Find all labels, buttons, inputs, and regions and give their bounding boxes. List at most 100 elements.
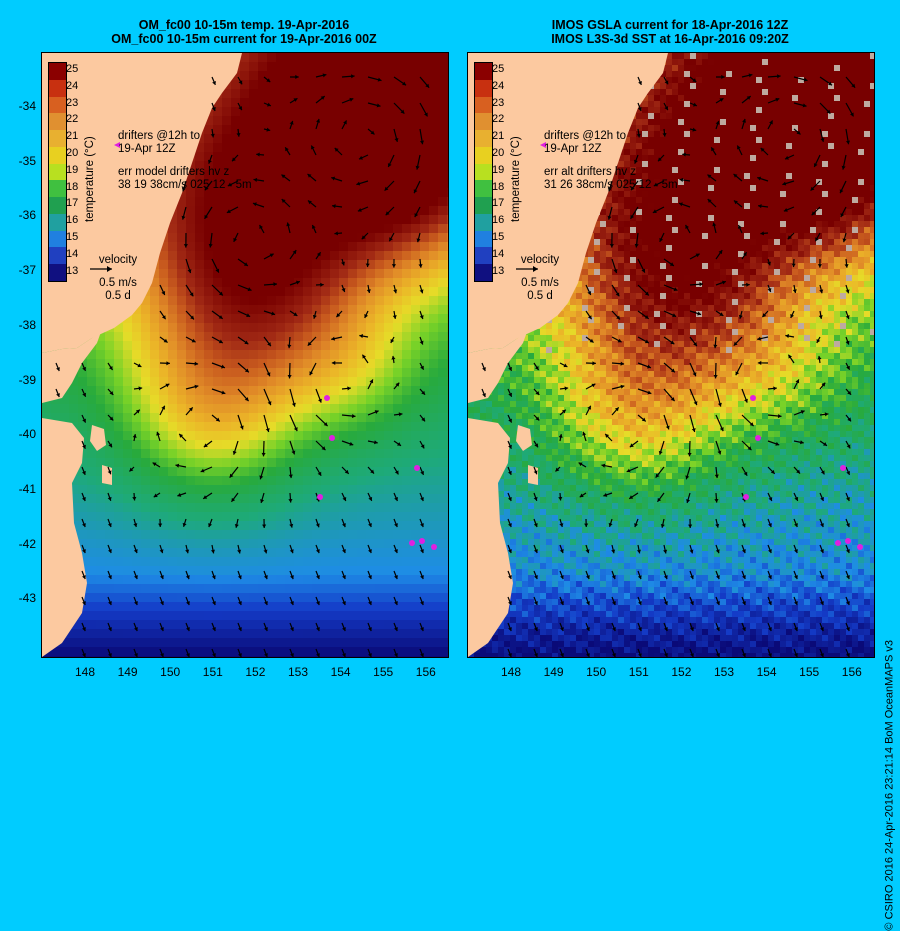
right-longitude-label: 151 (624, 665, 654, 679)
colorbar-tick-label: 25 (66, 63, 78, 75)
left-title: OM_fc00 10-15m temp. 19-Apr-2016 OM_fc00… (40, 18, 448, 46)
latitude-label: -39 (2, 373, 36, 387)
colorbar-swatch (49, 164, 66, 181)
colorbar-tick-label: 17 (66, 197, 78, 209)
colorbar-swatch (475, 214, 492, 231)
colorbar-tick-label: 15 (492, 231, 504, 243)
right-longitude-label: 155 (794, 665, 824, 679)
right-longitude-label: 154 (752, 665, 782, 679)
right-title-line1: IMOS GSLA current for 18-Apr-2016 12Z (466, 18, 874, 32)
latitude-label: -43 (2, 591, 36, 605)
colorbar-tick-label: 25 (492, 63, 504, 75)
colorbar-tick-label: 20 (492, 147, 504, 159)
colorbar-swatch (475, 130, 492, 147)
left-longitude-label: 152 (240, 665, 270, 679)
right-longitude-label: 152 (666, 665, 696, 679)
left-colorbar-title: temperature (°C) (84, 136, 96, 222)
latitude-label: -36 (2, 208, 36, 222)
right-velocity-legend: velocity 0.5 m/s 0.5 d (515, 254, 565, 303)
colorbar-swatch (475, 63, 492, 80)
colorbar-swatch (49, 80, 66, 97)
latitude-label: -41 (2, 482, 36, 496)
colorbar-swatch (475, 264, 492, 281)
latitude-label: -38 (2, 318, 36, 332)
latitude-label: -37 (2, 263, 36, 277)
left-longitude-label: 150 (155, 665, 185, 679)
colorbar-swatch (475, 113, 492, 130)
colorbar-tick-label: 18 (492, 181, 504, 193)
colorbar-tick-label: 19 (66, 164, 78, 176)
colorbar-tick-label: 20 (66, 147, 78, 159)
colorbar-swatch (49, 130, 66, 147)
right-error-stats: err alt drifters hv z 31 26 38cm/s 025 1… (544, 166, 678, 192)
right-title: IMOS GSLA current for 18-Apr-2016 12Z IM… (466, 18, 874, 46)
latitude-label: -34 (2, 99, 36, 113)
colorbar-tick-label: 21 (66, 130, 78, 142)
right-longitude-label: 149 (539, 665, 569, 679)
colorbar-swatch (49, 247, 66, 264)
colorbar-tick-label: 24 (66, 80, 78, 92)
left-error-stats: err model drifters hv z 38 19 38cm/s 025… (118, 166, 252, 192)
right-drifters-label: drifters @12h to 19-Apr 12Z (544, 130, 626, 156)
colorbar-tick-label: 16 (66, 214, 78, 226)
colorbar-swatch (49, 214, 66, 231)
colorbar-tick-label: 22 (492, 113, 504, 125)
right-longitude-label: 153 (709, 665, 739, 679)
right-title-line2: IMOS L3S-3d SST at 16-Apr-2016 09:20Z (466, 32, 874, 46)
left-title-line1: OM_fc00 10-15m temp. 19-Apr-2016 (40, 18, 448, 32)
colorbar-tick-label: 14 (66, 248, 78, 260)
left-longitude-label: 154 (326, 665, 356, 679)
right-longitude-label: 156 (837, 665, 867, 679)
colorbar-tick-label: 19 (492, 164, 504, 176)
colorbar-swatch (475, 231, 492, 248)
colorbar-tick-label: 13 (66, 265, 78, 277)
colorbar-tick-label: 22 (66, 113, 78, 125)
colorbar-swatch (475, 80, 492, 97)
left-drifters-label: drifters @12h to 19-Apr 12Z (118, 130, 200, 156)
colorbar-swatch (475, 197, 492, 214)
colorbar-tick-label: 16 (492, 214, 504, 226)
right-longitude-label: 150 (581, 665, 611, 679)
left-map-panel (41, 52, 449, 658)
colorbar-swatch (475, 180, 492, 197)
colorbar-swatch (475, 247, 492, 264)
colorbar-tick-label: 17 (492, 197, 504, 209)
latitude-label: -35 (2, 154, 36, 168)
left-longitude-label: 155 (368, 665, 398, 679)
right-colorbar (474, 62, 493, 282)
colorbar-swatch (49, 63, 66, 80)
colorbar-tick-label: 24 (492, 80, 504, 92)
colorbar-tick-label: 21 (492, 130, 504, 142)
colorbar-tick-label: 13 (492, 265, 504, 277)
left-map (42, 53, 448, 657)
left-velocity-legend: velocity 0.5 m/s 0.5 d (93, 254, 143, 303)
left-colorbar (48, 62, 67, 282)
colorbar-tick-label: 18 (66, 181, 78, 193)
colorbar-swatch (49, 197, 66, 214)
colorbar-swatch (49, 264, 66, 281)
left-longitude-label: 151 (198, 665, 228, 679)
right-map-panel (467, 52, 875, 658)
left-longitude-label: 156 (411, 665, 441, 679)
colorbar-swatch (49, 231, 66, 248)
latitude-label: -40 (2, 427, 36, 441)
colorbar-swatch (49, 147, 66, 164)
colorbar-tick-label: 23 (492, 97, 504, 109)
left-longitude-label: 148 (70, 665, 100, 679)
left-longitude-label: 149 (113, 665, 143, 679)
left-title-line2: OM_fc00 10-15m current for 19-Apr-2016 0… (40, 32, 448, 46)
colorbar-swatch (49, 180, 66, 197)
credit-text: © CSIRO 2016 24-Apr-2016 23:21:14 BoM Oc… (884, 640, 896, 931)
colorbar-swatch (475, 147, 492, 164)
colorbar-swatch (49, 113, 66, 130)
right-colorbar-title: temperature (°C) (510, 136, 522, 222)
colorbar-swatch (49, 97, 66, 114)
right-map (468, 53, 874, 657)
colorbar-tick-label: 14 (492, 248, 504, 260)
right-longitude-label: 148 (496, 665, 526, 679)
colorbar-tick-label: 23 (66, 97, 78, 109)
latitude-label: -42 (2, 537, 36, 551)
colorbar-tick-label: 15 (66, 231, 78, 243)
left-longitude-label: 153 (283, 665, 313, 679)
colorbar-swatch (475, 97, 492, 114)
